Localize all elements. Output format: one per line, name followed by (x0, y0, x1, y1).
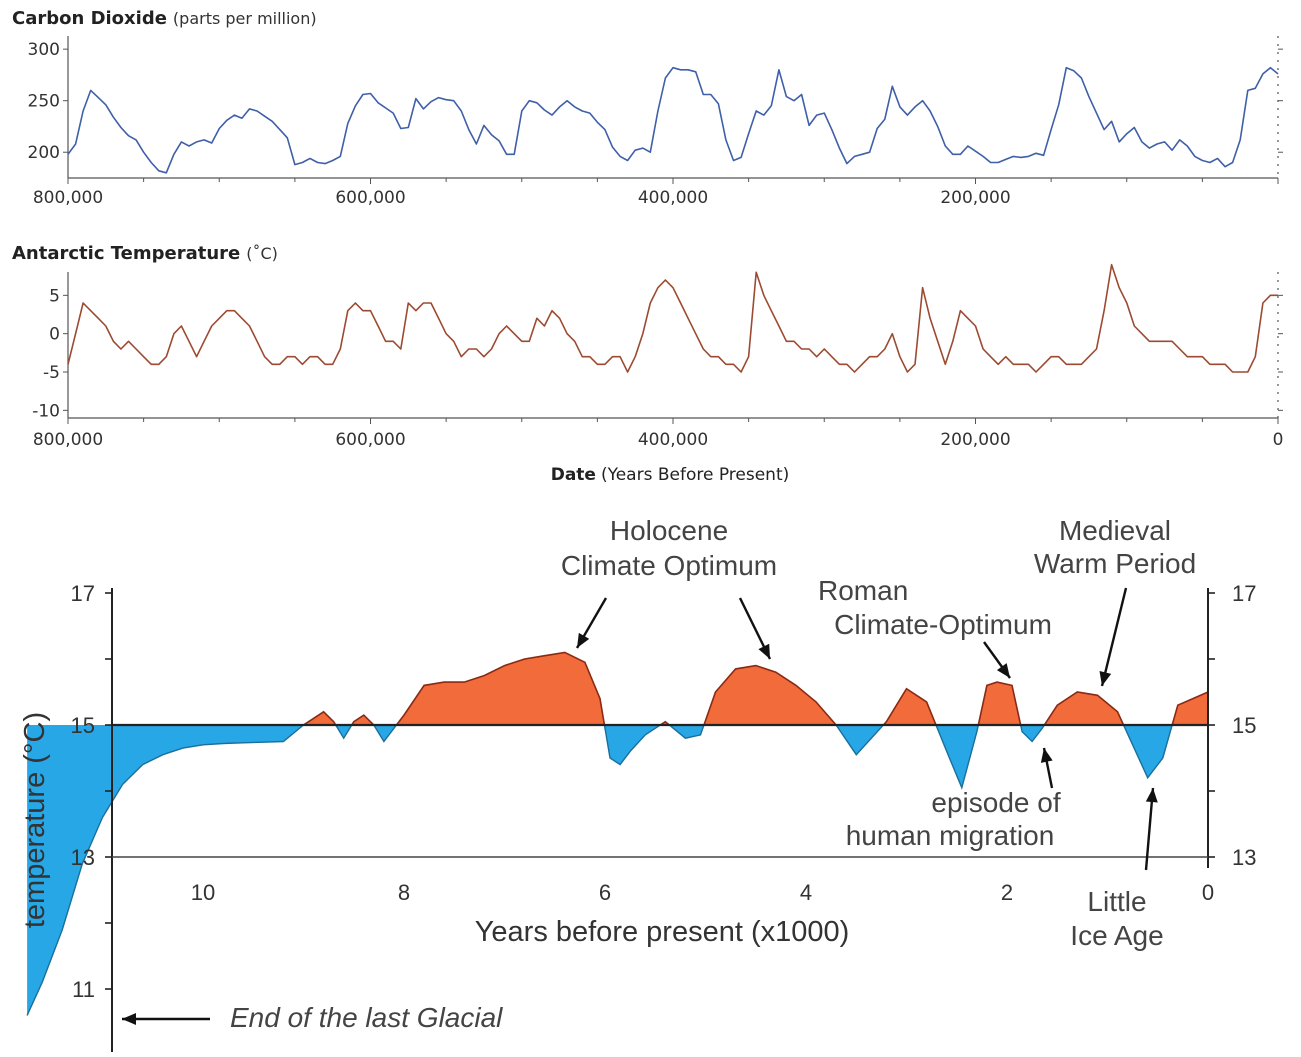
x-tick-label: 600,000 (335, 430, 405, 450)
annotation-arrow (1100, 587, 1128, 687)
x-tick-label: 8 (398, 880, 410, 905)
x-tick-label: 200,000 (940, 430, 1010, 450)
y-tick-label-right: 15 (1232, 713, 1256, 738)
annotation-label: Roman (818, 575, 908, 606)
y-tick-label-left: 17 (71, 581, 95, 606)
y-tick-label-left: 11 (72, 977, 95, 1002)
y-tick-label-right: 17 (1232, 581, 1256, 606)
x-tick-label: 2 (1001, 880, 1013, 905)
y-tick-label-right: 13 (1232, 845, 1256, 870)
annotation-label: End of the last Glacial (230, 1002, 503, 1033)
y-tick-label: 5 (49, 286, 60, 306)
annotation-label: episode of (931, 787, 1060, 818)
cold-area (27, 725, 1208, 1016)
annotation-label: Climate-Optimum (834, 609, 1052, 640)
x-tick-label: 600,000 (335, 188, 405, 208)
annotation-arrowhead (1145, 788, 1158, 803)
annotation-arrowhead (996, 663, 1010, 678)
chart-antarctic-temperature: Antarctic Temperature (˚C) 5 0 -5 -10 800,000 6… (12, 243, 1283, 485)
y-tick-label-left: 13 (71, 845, 95, 870)
x-tick-label: 800,000 (33, 188, 103, 208)
y-tick-label: -10 (32, 401, 60, 421)
chart-title: Antarctic Temperature (˚C) (12, 243, 278, 264)
x-tick-label: 400,000 (638, 188, 708, 208)
series-line (67, 263, 1278, 373)
y-tick-label-left: 15 (71, 713, 95, 738)
x-tick-label: 10 (191, 880, 215, 905)
chart-title-main: Antarctic Temperature (12, 243, 240, 264)
warm-area (27, 652, 1208, 725)
annotation-label: Warm Period (1034, 548, 1196, 579)
x-axis-title-main: Date (551, 465, 596, 485)
annotation-label: Ice Age (1070, 920, 1163, 951)
y-axis-title: temperature (°C) (19, 712, 51, 928)
x-axis-title: Date (Years Before Present) (551, 465, 790, 485)
x-tick-label: 800,000 (33, 430, 103, 450)
annotation-arrowhead (577, 632, 590, 648)
annotation-arrowhead (122, 1013, 136, 1025)
x-axis-title-unit: (Years Before Present) (601, 465, 789, 485)
chart-carbon-dioxide: Carbon Dioxide (parts per million) 300 250 2… (12, 8, 1283, 208)
y-tick-label: 0 (49, 325, 60, 345)
x-tick-label: 200,000 (940, 188, 1010, 208)
y-tick-label: 300 (28, 40, 60, 60)
chart-title-unit: (˚C) (246, 244, 278, 263)
temperature-curve-cold (26, 725, 1173, 1016)
chart-title: Carbon Dioxide (parts per million) (12, 8, 317, 29)
chart-holocene-temperature: 17 15 13 11 17 15 13 10 8 6 4 2 0 Years before presen… (19, 515, 1256, 1052)
y-tick-label: -5 (43, 363, 60, 383)
series-line (67, 66, 1279, 174)
annotation-arrowhead (1040, 748, 1053, 763)
chart-title-main: Carbon Dioxide (12, 8, 167, 29)
annotation-label: human migration (846, 820, 1055, 851)
annotation-label: Little (1087, 886, 1146, 917)
chart-title-unit: (parts per million) (173, 9, 317, 28)
x-axis-title: Years before present (x1000) (475, 916, 850, 948)
x-tick-label: 4 (800, 880, 812, 905)
annotation-label: Holocene (610, 515, 728, 546)
y-tick-label: 250 (28, 92, 60, 112)
x-tick-label: 0 (1273, 430, 1284, 450)
x-tick-label: 400,000 (638, 430, 708, 450)
x-tick-label: 6 (599, 880, 611, 905)
annotation-label: Climate Optimum (561, 550, 777, 581)
y-tick-label: 200 (28, 143, 60, 163)
x-tick-label: 0 (1202, 880, 1214, 905)
annotation-arrowhead (758, 643, 770, 659)
annotation-arrowhead (1099, 670, 1112, 686)
annotation-label: Medieval (1059, 515, 1171, 546)
